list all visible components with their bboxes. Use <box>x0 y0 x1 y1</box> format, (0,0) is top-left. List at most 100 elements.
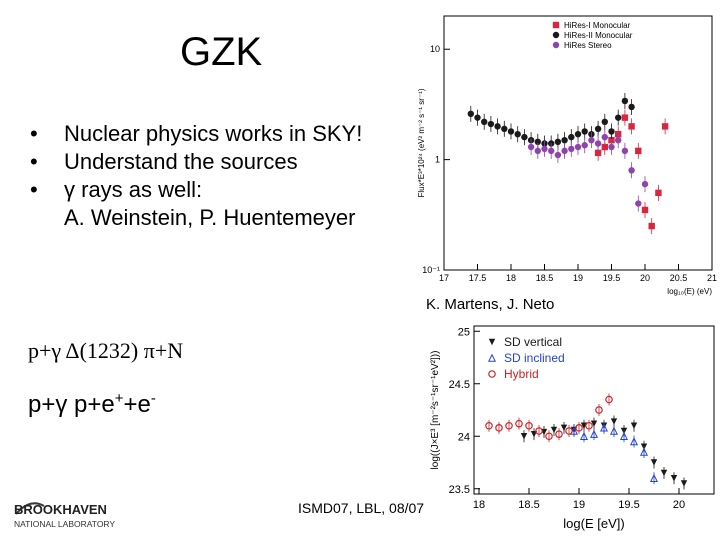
data-point <box>650 459 658 466</box>
data-point <box>568 133 575 141</box>
x-tick-label: 18 <box>506 273 516 283</box>
data-point <box>495 424 503 432</box>
data-point <box>501 125 508 133</box>
reaction-pair-sup1: + <box>114 390 124 407</box>
x-tick-label: 21 <box>707 273 717 283</box>
data-point <box>648 222 655 230</box>
data-point <box>609 426 619 435</box>
data-point <box>515 419 523 428</box>
y-axis-label: Flux*E³*10²⁴ (eV² m⁻² s⁻¹ sr⁻¹) <box>417 88 426 197</box>
data-point <box>561 147 568 155</box>
y-tick-label: 10 <box>430 44 440 54</box>
legend-label: HiRes-I Monocular <box>564 21 631 30</box>
x-tick-label: 20 <box>673 499 685 511</box>
x-tick-label: 20 <box>640 273 650 283</box>
reaction-pair: p+γ p+e++e- <box>28 390 156 419</box>
data-point <box>520 433 528 440</box>
data-point <box>545 432 553 441</box>
data-point <box>621 114 629 121</box>
bullet-dot-icon: • <box>30 121 38 146</box>
legend-marker <box>552 31 560 39</box>
data-point <box>599 423 609 432</box>
reaction-pair-sup2: - <box>150 390 156 407</box>
data-point <box>608 143 615 151</box>
bullet-dot-icon: • <box>30 177 38 202</box>
x-tick-label: 19.5 <box>618 499 639 511</box>
x-tick-label: 19.5 <box>603 273 621 283</box>
data-point <box>601 133 608 141</box>
data-point <box>581 128 588 135</box>
data-point <box>629 437 639 446</box>
brookhaven-logo: BROOKHAVEN NATIONAL LABORATORY <box>14 502 115 529</box>
reaction-delta: p+γ Δ(1232) π+N <box>28 338 183 364</box>
data-point <box>534 138 541 146</box>
data-point <box>565 427 573 435</box>
data-point <box>628 167 635 174</box>
data-point <box>590 420 598 427</box>
data-point <box>660 469 668 477</box>
legend-marker <box>552 41 560 49</box>
data-point <box>621 147 629 155</box>
data-point <box>635 200 642 207</box>
data-point <box>521 133 528 141</box>
y-tick-label: 24.5 <box>449 379 470 391</box>
data-point <box>649 473 659 482</box>
data-point <box>595 406 603 414</box>
data-point <box>514 130 521 138</box>
data-point <box>594 140 602 147</box>
y-tick-label: 25 <box>458 326 470 338</box>
data-point <box>601 143 608 151</box>
data-point <box>561 136 568 144</box>
plot-frame <box>473 325 715 495</box>
data-point <box>621 97 629 105</box>
logo-swoosh-icon <box>15 502 45 515</box>
y-tick-label: 10⁻¹ <box>422 265 440 275</box>
data-point <box>574 143 582 151</box>
bullet-item: • Nuclear physics works in SKY! <box>30 120 362 148</box>
y-axis-label: log((J×E³ [m⁻²s⁻¹sr⁻¹eV²])) <box>430 351 441 470</box>
legend-marker <box>552 21 560 29</box>
bullet-item: • γ rays as well: <box>30 176 362 204</box>
data-point <box>550 426 558 434</box>
legend-marker <box>487 353 497 362</box>
reaction-delta-text: p+γ Δ(1232) π+N <box>28 338 184 363</box>
x-tick-label: 17 <box>439 273 449 283</box>
data-point <box>560 424 568 432</box>
y-tick-label: 1 <box>435 155 440 165</box>
data-point <box>655 189 662 197</box>
data-point <box>487 120 495 128</box>
data-point <box>594 149 602 157</box>
data-point <box>507 128 515 135</box>
data-point <box>568 145 575 153</box>
data-point <box>601 118 608 126</box>
y-tick-label: 24 <box>458 431 470 443</box>
legend-label: SD inclined <box>504 351 565 365</box>
legend-label: HiRes-II Monocular <box>564 31 633 40</box>
data-point <box>575 424 583 432</box>
bullet-dot-icon: • <box>30 149 38 174</box>
data-point <box>467 110 474 118</box>
data-point <box>534 147 541 155</box>
bullet-text: γ rays as well: <box>64 177 203 202</box>
data-point <box>670 475 678 482</box>
legend-marker <box>488 338 496 346</box>
data-point <box>585 421 593 430</box>
data-point <box>474 114 481 121</box>
data-point <box>615 136 622 144</box>
x-tick-label: 18 <box>473 499 485 511</box>
data-point <box>639 447 649 456</box>
reaction-pair-base: p+γ p+e <box>28 391 115 418</box>
data-point <box>527 143 535 151</box>
x-axis-label: log(E [eV]) <box>563 516 624 531</box>
logo-title: BROOKHAVEN <box>14 502 107 517</box>
x-tick-label: 20.5 <box>670 273 688 283</box>
data-point <box>548 147 555 155</box>
data-point <box>535 427 543 435</box>
bullet-list: • Nuclear physics works in SKY! • Unders… <box>30 120 362 232</box>
legend-label: Hybrid <box>504 367 539 381</box>
data-point <box>610 418 618 425</box>
data-point <box>615 114 622 121</box>
data-point <box>525 421 533 430</box>
data-point <box>680 480 688 487</box>
x-tick-label: 18.5 <box>518 499 539 511</box>
